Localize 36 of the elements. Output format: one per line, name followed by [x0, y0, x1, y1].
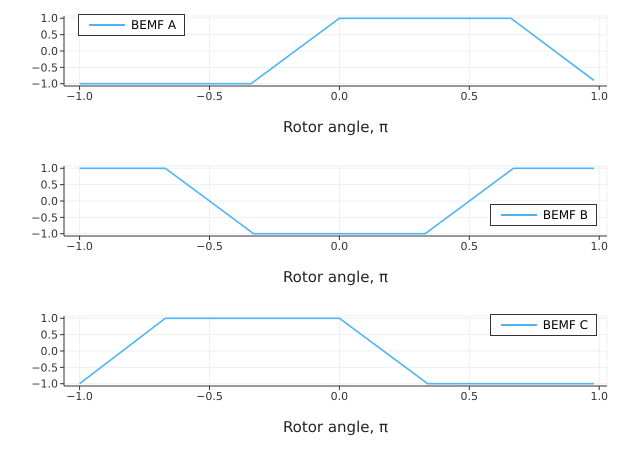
x-tick-label: 1.0: [590, 240, 608, 253]
legend-label: BEMF C: [542, 318, 588, 332]
x-tick-label: 0.5: [460, 240, 478, 253]
legend-label: BEMF B: [542, 208, 588, 222]
x-tick-label: −1.0: [66, 240, 93, 253]
y-tick-label: 0.0: [40, 44, 58, 58]
x-axis-title: Rotor angle, π: [282, 118, 388, 136]
x-tick-label: 1.0: [590, 90, 608, 103]
y-tick-label: −0.5: [31, 211, 58, 224]
y-tick-label: 0.0: [40, 344, 58, 358]
y-tick-label: −1.0: [31, 228, 58, 241]
x-tick-label: 0.5: [460, 390, 478, 403]
y-tick-label: 0.5: [40, 28, 58, 42]
legend-label: BEMF A: [131, 18, 176, 32]
y-tick-label: −1.0: [31, 378, 58, 391]
x-tick-label: 0.0: [330, 240, 348, 253]
x-tick-label: 0.0: [330, 390, 348, 403]
y-tick-label: 0.5: [40, 178, 58, 192]
y-tick-label: −1.0: [31, 78, 58, 91]
y-tick-label: 0.5: [40, 328, 58, 342]
x-tick-label: −1.0: [66, 90, 93, 103]
x-tick-label: −0.5: [196, 240, 223, 253]
x-tick-label: 0.0: [330, 90, 348, 103]
y-tick-label: −0.5: [31, 61, 58, 74]
y-tick-label: 1.0: [40, 12, 58, 26]
y-tick-label: −0.5: [31, 361, 58, 374]
x-axis-title: Rotor angle, π: [282, 418, 388, 436]
y-tick-label: 1.0: [40, 162, 58, 176]
x-tick-label: −0.5: [196, 390, 223, 403]
x-tick-label: −1.0: [66, 390, 93, 403]
y-tick-label: 1.0: [40, 312, 58, 326]
x-axis-title: Rotor angle, π: [282, 268, 388, 286]
x-tick-label: 0.5: [460, 90, 478, 103]
y-tick-label: 0.0: [40, 194, 58, 208]
x-tick-label: −0.5: [196, 90, 223, 103]
x-tick-label: 1.0: [590, 390, 608, 403]
